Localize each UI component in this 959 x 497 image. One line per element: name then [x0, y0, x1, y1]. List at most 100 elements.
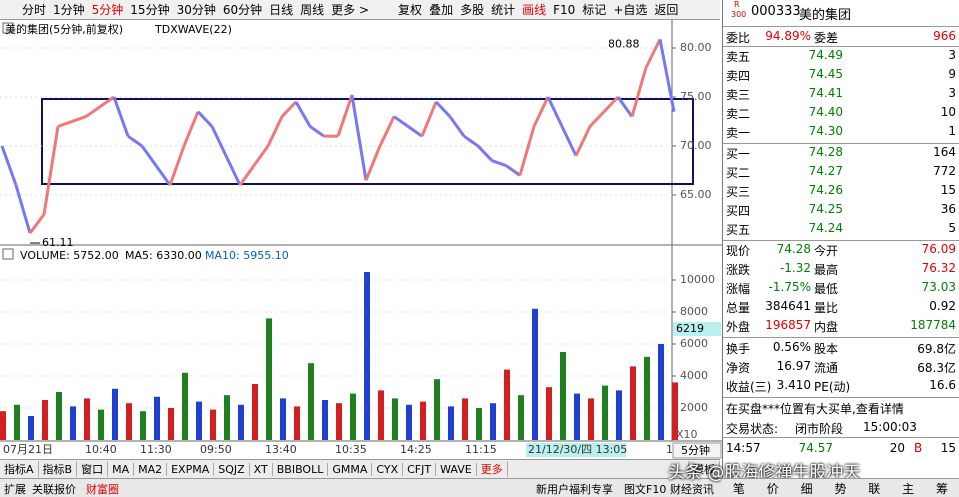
- tab[interactable]: CYX: [372, 462, 404, 476]
- toolbar-button[interactable]: 5分钟: [91, 3, 124, 17]
- quote-cell: 内盘: [814, 320, 839, 334]
- tab[interactable]: WAVE: [436, 462, 477, 476]
- quote-cell: 交易状态:: [726, 422, 779, 436]
- tab[interactable]: 模板: [688, 461, 720, 477]
- toolbar-button[interactable]: 多股: [460, 3, 485, 17]
- quote-cell: PE(动): [814, 380, 851, 394]
- toolbar-button[interactable]: 标记: [582, 3, 607, 17]
- volume-bar: [196, 401, 202, 440]
- toolbar-button[interactable]: 返回: [654, 3, 679, 17]
- bottom-link[interactable]: 新用户福利专享: [536, 483, 613, 496]
- price-segment: [99, 95, 115, 109]
- tab[interactable]: XT: [250, 462, 273, 476]
- volume-bar: [546, 387, 552, 440]
- toolbar-button[interactable]: 周线: [300, 3, 325, 17]
- quote-cell: 涨幅: [726, 282, 751, 296]
- toolbar-button[interactable]: 分时: [22, 3, 47, 17]
- volume-bar: [168, 408, 174, 440]
- bottom-link[interactable]: 关联报价: [32, 483, 76, 496]
- tab[interactable]: 指标B: [39, 461, 78, 477]
- icon: [2, 22, 14, 34]
- bottom-link[interactable]: 扩展: [4, 483, 26, 496]
- quote-cell: -1.75%: [768, 280, 811, 294]
- volume-bar: [518, 395, 524, 440]
- price-segment: [294, 101, 312, 128]
- panel-icon[interactable]: 主: [902, 482, 915, 496]
- toolbar-button[interactable]: 画线: [522, 3, 547, 17]
- tab[interactable]: GMMA: [328, 462, 373, 476]
- tab[interactable]: MA: [108, 462, 135, 476]
- icon: [2, 248, 14, 260]
- volume-bar: [392, 398, 398, 440]
- chart-title: 美的集团(5分钟,前复权): [5, 22, 123, 36]
- toolbar-button[interactable]: 复权: [398, 3, 423, 17]
- tab[interactable]: 指标A: [0, 461, 39, 477]
- quote-cell: 74.49: [808, 48, 843, 62]
- toolbar-button[interactable]: 1分钟: [53, 3, 85, 17]
- panel-icon[interactable]: 势: [834, 482, 847, 496]
- separator: [723, 46, 959, 47]
- volume-bar: [42, 400, 48, 440]
- quote-cell: 384641: [765, 299, 811, 313]
- quote-cell: 最高: [814, 263, 839, 277]
- price-segment: [309, 125, 325, 138]
- volume-bar: [98, 409, 104, 440]
- panel-icon[interactable]: 细: [800, 482, 813, 496]
- toolbar-button[interactable]: 叠加: [429, 3, 454, 17]
- price-segment: [0, 145, 18, 186]
- panel-icon[interactable]: 联: [868, 482, 881, 496]
- quote-cell: 74.24: [808, 221, 843, 235]
- quote-cell: 15: [940, 441, 956, 455]
- tab[interactable]: CFJT: [403, 462, 437, 476]
- quote-cell: 卖二: [726, 107, 751, 121]
- quote-cell: 美的集团: [799, 8, 852, 23]
- bottom-link[interactable]: 财富圈: [86, 483, 119, 496]
- tab[interactable]: 窗口: [77, 461, 109, 477]
- toolbar-button[interactable]: 统计: [491, 3, 516, 17]
- tab[interactable]: MA2: [134, 462, 168, 476]
- quote-cell: 69.8亿: [917, 342, 956, 356]
- y-tick-label: 8000: [680, 305, 708, 318]
- ma5-label: MA5: 6330.00: [125, 249, 202, 262]
- volume-bar: [28, 416, 34, 440]
- current-volume-box: [673, 322, 721, 336]
- quote-cell: 74.40: [808, 105, 843, 119]
- price-segment: [364, 145, 382, 181]
- tab[interactable]: BBIBOLL: [273, 462, 329, 476]
- bottom-link[interactable]: 图文F10: [624, 483, 667, 496]
- y-tick-label: 70.00: [680, 139, 712, 152]
- price-segment: [14, 184, 32, 234]
- quote-cell: 5: [948, 221, 956, 235]
- quote-cell: 36: [940, 202, 956, 216]
- toolbar-button[interactable]: 日线: [269, 3, 294, 17]
- volume-bar: [364, 272, 370, 440]
- indicator-tabs: 指标A 指标B 窗口 MA MA2 EXPMA SQJZ XT BBIBOLL GMMA CYX CF…: [0, 459, 720, 478]
- tab[interactable]: SQJZ: [214, 462, 250, 476]
- toolbar-button[interactable]: F10: [553, 2, 576, 17]
- time-label: 11:30: [140, 443, 172, 456]
- tab[interactable]: EXPMA: [167, 462, 215, 476]
- toolbar-button[interactable]: 15分钟: [130, 3, 170, 17]
- quote-cell: 76.32: [921, 261, 956, 275]
- tab[interactable]: 更多: [477, 461, 508, 477]
- time-label: 09:50: [200, 443, 232, 456]
- price-segment: [518, 125, 536, 176]
- cursor-time-box: [526, 443, 626, 457]
- price-segment: [616, 96, 634, 118]
- volume-bar: [406, 404, 412, 440]
- bottom-link[interactable]: 财经资讯: [670, 483, 714, 496]
- toolbar-button[interactable]: 30分钟: [176, 3, 216, 17]
- toolbar-button[interactable]: 更多 >: [331, 3, 370, 17]
- volume-bar: [378, 390, 384, 440]
- quote-cell: -1.32: [779, 261, 811, 275]
- toolbar-button[interactable]: +自选: [613, 3, 648, 17]
- panel-icon[interactable]: 筹: [935, 482, 948, 496]
- volume-bar: [532, 308, 538, 440]
- toolbar-button[interactable]: 60分钟: [222, 3, 263, 17]
- panel-icon[interactable]: 笔: [732, 482, 745, 496]
- price-segment: [350, 94, 368, 181]
- quote-cell: 3.410: [776, 378, 811, 392]
- price-segment: [644, 38, 662, 69]
- panel-icon[interactable]: 价: [766, 482, 779, 496]
